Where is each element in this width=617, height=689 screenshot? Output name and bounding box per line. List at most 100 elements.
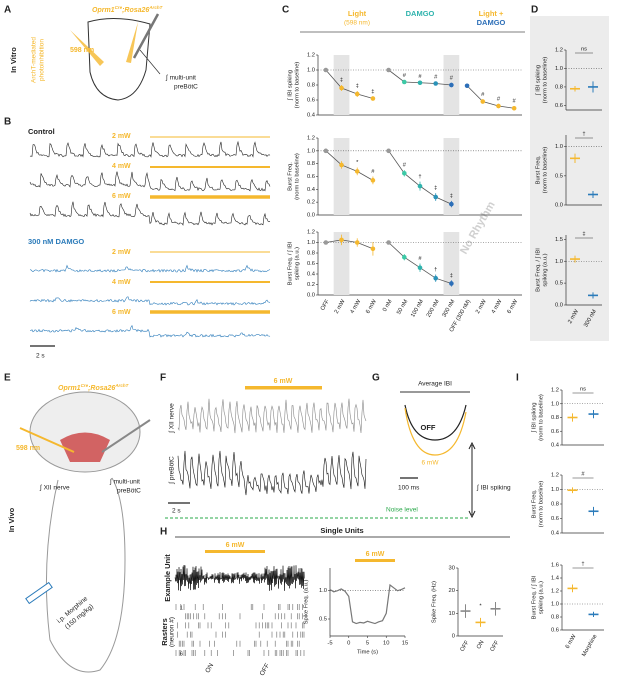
point [449,201,454,207]
significance-marker: ‡ [434,186,437,192]
y-axis-label: (norm to baseline) [295,62,301,109]
y-tick-label: 0.0 [555,303,563,309]
y-axis-label: Burst Freq. / ∫ IBI [287,241,294,285]
y-tick-label: 0.4 [551,531,560,537]
significance-marker: ‡ [340,78,343,84]
y-tick-label: 0.4 [307,272,316,278]
label: B [4,117,11,128]
label: C [282,5,289,16]
y-tick-label: 0.8 [551,615,559,621]
significance-marker: * [479,603,482,609]
label: Light [348,9,367,18]
y-tick-label: 0.4 [307,113,316,119]
significance-marker: # [418,74,422,80]
y-tick-label: 0.6 [307,261,315,267]
point [417,80,423,86]
significance-marker: # [434,75,438,81]
x-tick-label: 0 [347,641,350,647]
point [402,79,407,85]
label: 1 [180,606,183,612]
y-axis-label: spiking (a.u.) [539,581,545,614]
significance-marker: † [418,174,421,180]
trace [29,171,271,192]
y-axis-label: (norm to baseline) [539,394,545,441]
y-tick-label: 0.4 [551,443,560,449]
label: I [516,373,519,384]
point [354,240,360,245]
label: (598 nm) [344,20,370,27]
x-tick-label: 6 mW [506,298,519,315]
point [449,281,454,286]
ibi-trace-off [404,404,467,441]
label: 598 nm [70,47,94,54]
label: ∫ multi-unit [109,479,140,486]
point [354,91,360,97]
label: (neuron #) [169,617,176,647]
y-axis-label: Burst Freq. [288,162,294,191]
y-tick-label: 0.0 [555,203,563,209]
label: preBötC [174,84,198,91]
label: In Vitro [9,47,18,73]
significance-marker: # [497,96,501,102]
ibi-trace-light [404,407,467,456]
significance-marker: # [481,92,485,98]
y-tick-label: 20 [449,588,455,594]
y-tick-label: 0.8 [555,84,563,90]
x-tick-label: 0 nM [382,299,394,313]
y-tick-label: 1.2 [551,388,559,394]
x-tick-label: OFF [320,298,331,311]
x-tick-label: 4 mW [491,298,504,315]
y-tick-label: 0.6 [551,628,559,634]
series-line [325,150,374,181]
point [323,67,329,73]
significance-marker: ‡ [371,89,374,95]
label: 6 mW [366,551,385,558]
significance-marker: † [582,132,585,138]
series-line [329,583,406,625]
light-fiber [70,30,104,66]
light-fiber [126,22,138,63]
genotype-part: Oprm1 [58,385,81,392]
significance-marker: ‡ [450,273,453,279]
x-tick-label: -5 [327,641,332,647]
label: 6 [180,652,183,658]
y-tick-label: 1.0 [307,240,315,246]
label: ∫ XII nerve [39,485,70,492]
x-tick-label: 5 [366,641,369,647]
genotype-part: ;Rosa26 [88,385,115,392]
y-tick-label: 1.5 [555,237,563,243]
y-tick-label: 0.6 [307,174,315,180]
significance-marker: # [403,163,407,169]
label: 598 nm [16,445,40,452]
y-tick-label: 1.0 [551,487,559,493]
label: 4 mW [112,279,131,286]
significance-marker: ‡ [582,232,585,238]
point [433,81,438,86]
label: Light + [479,9,504,18]
y-tick-label: 0 [452,634,455,640]
genotype: Oprm1Cre;Rosa26ArchT [92,5,164,14]
significance-marker: ns [581,47,587,53]
label: F [160,373,166,384]
trace [29,324,271,338]
significance-marker: ‡ [356,84,359,90]
genotype: Oprm1Cre;Rosa26ArchT [58,383,130,392]
label: A [4,5,11,16]
x-tick-label: OFF [490,639,501,652]
significance-marker: # [371,169,375,175]
significance-marker: ns [580,387,586,393]
label: 2 s [172,508,181,515]
point [511,105,517,111]
y-tick-label: 1.2 [307,136,315,142]
electrode [132,13,160,59]
y-axis-label: Spike Freq. (Hz) [432,581,438,623]
trace [29,264,271,273]
y-tick-label: 1.4 [551,576,560,582]
y-tick-label: 1.0 [307,148,315,154]
significance-marker: ‡ [450,193,453,199]
y-axis-label: ∫ IBI spiking [287,70,294,101]
arrow [468,441,476,519]
point [354,169,360,174]
light-fiber [19,427,75,453]
y-tick-label: 1.2 [551,589,559,595]
